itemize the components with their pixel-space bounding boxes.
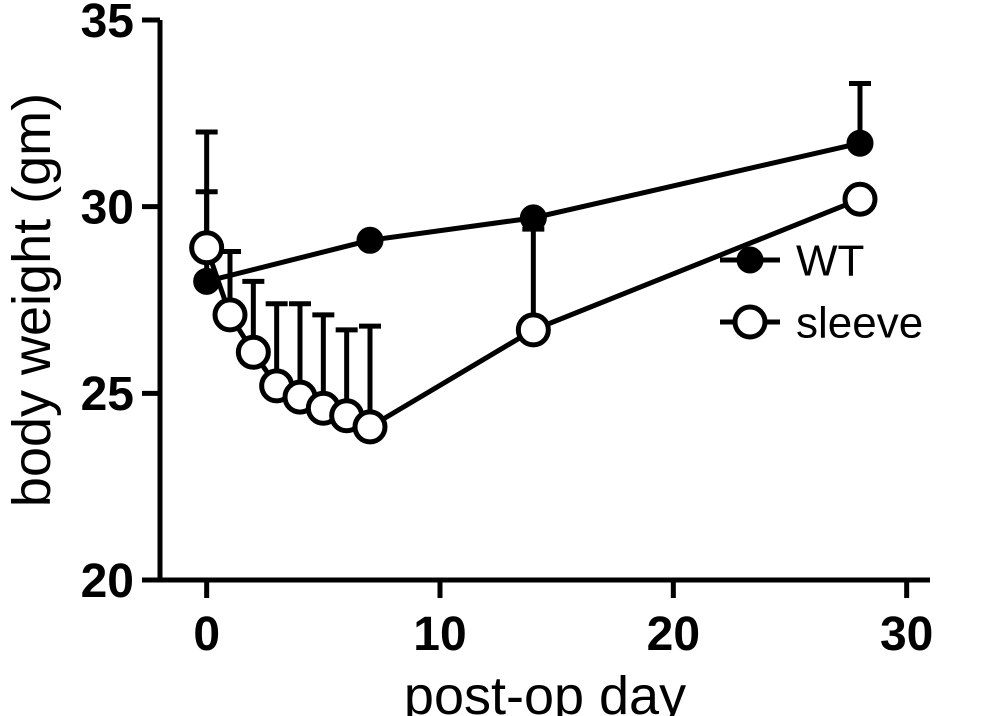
x-tick-label: 10 [413, 608, 466, 661]
axes: 0102030post-op day20253035body weight (g… [2, 0, 933, 716]
x-tick-label: 20 [647, 608, 700, 661]
legend-label: sleeve [796, 298, 923, 347]
x-axis-title: post-op day [404, 666, 686, 716]
data-point [215, 300, 245, 330]
data-point [357, 227, 383, 253]
y-tick-label: 35 [81, 0, 134, 48]
y-tick-label: 25 [81, 368, 134, 421]
data-point [355, 412, 385, 442]
data-point [518, 315, 548, 345]
data-point [192, 233, 222, 263]
y-tick-label: 20 [81, 555, 134, 608]
data-point [847, 130, 873, 156]
series-group [192, 83, 875, 441]
body-weight-chart: 0102030post-op day20253035body weight (g… [0, 0, 993, 716]
data-point [238, 337, 268, 367]
y-axis-title: body weight (gm) [2, 93, 62, 507]
y-tick-label: 30 [81, 181, 134, 234]
legend-marker [737, 247, 763, 273]
x-tick-label: 30 [880, 608, 933, 661]
x-tick-label: 0 [193, 608, 220, 661]
legend: WT sleeve [720, 236, 923, 347]
legend-label: WT [796, 236, 864, 285]
legend-marker [735, 307, 765, 337]
data-point [845, 184, 875, 214]
